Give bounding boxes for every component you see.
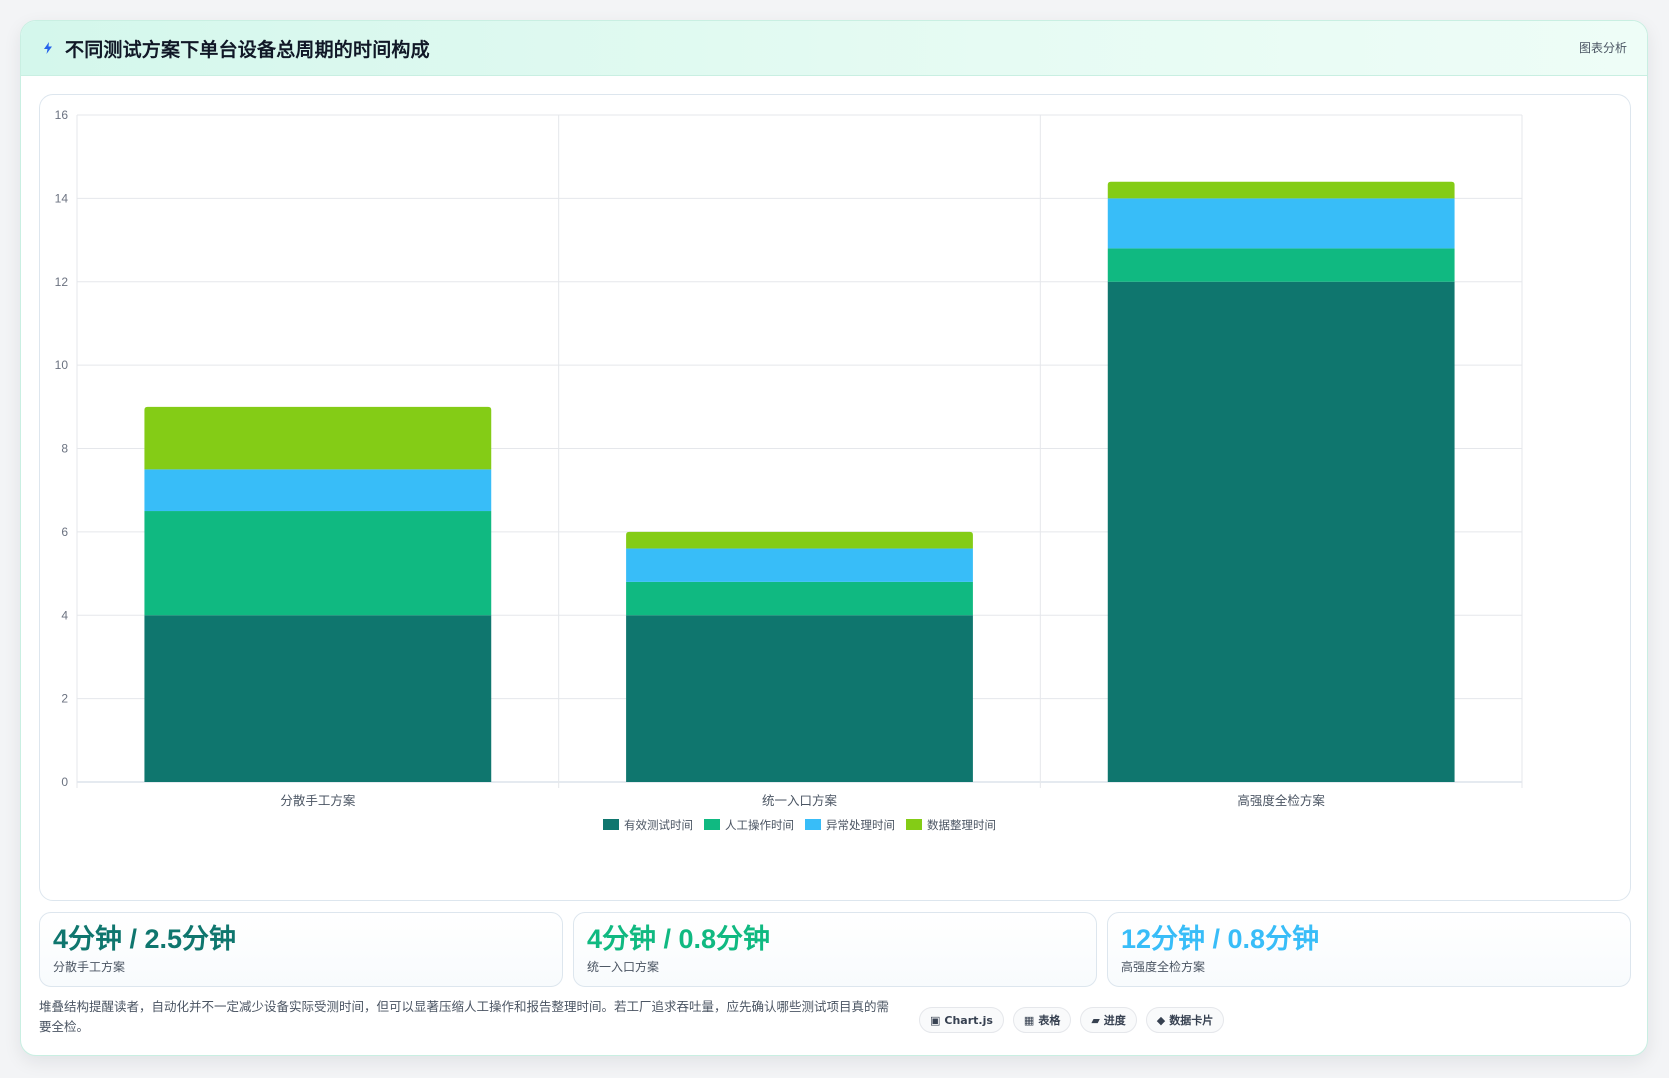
chart-icon: ▣: [930, 1013, 941, 1027]
progress-icon: ▰: [1091, 1013, 1100, 1027]
footer: 堆叠结构提醒读者，自动化并不一定减少设备实际受测时间，但可以显著压缩人工操作和报…: [39, 997, 1631, 1047]
y-tick-label: 0: [61, 775, 68, 789]
y-tick-label: 16: [55, 108, 69, 122]
chart-title: 不同测试方案下单台设备总周期的时间构成: [65, 38, 430, 61]
bar-segment[interactable]: [626, 531, 973, 549]
chip-label: 数据卡片: [1169, 1014, 1214, 1027]
y-tick-label: 10: [55, 358, 69, 372]
x-tick-label: 分散手工方案: [280, 793, 356, 808]
chip-list: ▣ Chart.js ▦ 表格 ▰ 进度 ◆ 数据卡片: [919, 1007, 1225, 1033]
bar-segment[interactable]: [144, 469, 492, 512]
card-header: 不同测试方案下单台设备总周期的时间构成 图表分析: [21, 21, 1647, 76]
bar-segment[interactable]: [144, 615, 492, 782]
stat-value: 4分钟 / 2.5分钟: [53, 924, 237, 954]
bar-segment[interactable]: [626, 548, 973, 582]
y-tick-label: 2: [61, 692, 68, 706]
stat-label: 分散手工方案: [53, 960, 126, 974]
y-tick-label: 14: [55, 191, 69, 205]
chip-data-card[interactable]: ◆ 数据卡片: [1145, 1007, 1225, 1033]
legend-swatch: [603, 819, 619, 830]
x-tick-label: 统一入口方案: [762, 793, 838, 808]
bar-segment[interactable]: [1107, 198, 1455, 249]
chip-chartjs[interactable]: ▣ Chart.js: [919, 1007, 1004, 1033]
stat-card: 4分钟 / 0.8分钟 统一入口方案: [573, 912, 1097, 987]
y-tick-label: 12: [55, 275, 69, 289]
bar-segment[interactable]: [626, 581, 973, 616]
stacked-bar-chart: 0 2 4 6 8 10 12 14 16 分散手工方案 统一入口方案 高强度全检方案 有效测试时间 人…: [55, 108, 1523, 832]
chip-label: Chart.js: [944, 1013, 993, 1027]
chart-analysis-tag: 图表分析: [1578, 41, 1627, 55]
bar-segment[interactable]: [1107, 281, 1455, 782]
x-tick-label: 高强度全检方案: [1237, 793, 1325, 808]
y-tick-label: 8: [61, 442, 68, 456]
bar-segment[interactable]: [1107, 248, 1455, 282]
stat-value: 4分钟 / 0.8分钟: [587, 924, 771, 954]
table-icon: ▦: [1023, 1013, 1035, 1027]
bar-segment[interactable]: [1107, 181, 1455, 199]
chart-card: 不同测试方案下单台设备总周期的时间构成 图表分析 0 2 4 6 8 10 12 14 16 分散…: [20, 20, 1648, 1056]
chart-panel: 0 2 4 6 8 10 12 14 16 分散手工方案 统一入口方案 高强度全检方案 有效测试时间 人…: [39, 94, 1631, 901]
bar-segment[interactable]: [626, 615, 973, 782]
chip-label: 表格: [1038, 1014, 1061, 1027]
y-tick-label: 6: [61, 525, 68, 539]
y-tick-label: 4: [61, 608, 68, 622]
legend-label[interactable]: 数据整理时间: [927, 818, 996, 832]
bar-segment[interactable]: [144, 511, 492, 616]
bar-segment[interactable]: [144, 406, 492, 470]
stat-label: 统一入口方案: [587, 960, 660, 974]
chip-table[interactable]: ▦ 表格: [1012, 1007, 1072, 1033]
stat-card: 12分钟 / 0.8分钟 高强度全检方案: [1107, 912, 1631, 987]
stat-label: 高强度全检方案: [1121, 960, 1206, 974]
footnote: 堆叠结构提醒读者，自动化并不一定减少设备实际受测时间，但可以显著压缩人工操作和报…: [39, 999, 890, 1034]
legend-swatch: [704, 819, 720, 830]
legend-swatch: [805, 819, 821, 830]
bolt-icon: [41, 41, 55, 55]
stat-cards: 4分钟 / 2.5分钟 分散手工方案 4分钟 / 0.8分钟 统一入口方案 12…: [39, 912, 1631, 987]
chip-label: 进度: [1103, 1014, 1126, 1027]
legend-swatch: [906, 819, 922, 830]
legend-label[interactable]: 人工操作时间: [725, 818, 794, 832]
legend-label[interactable]: 有效测试时间: [624, 818, 693, 832]
legend-label[interactable]: 异常处理时间: [826, 818, 895, 832]
stat-card: 4分钟 / 2.5分钟 分散手工方案: [39, 912, 563, 987]
stat-value: 12分钟 / 0.8分钟: [1121, 924, 1320, 954]
chip-progress[interactable]: ▰ 进度: [1080, 1007, 1137, 1033]
diamond-icon: ◆: [1156, 1013, 1166, 1027]
